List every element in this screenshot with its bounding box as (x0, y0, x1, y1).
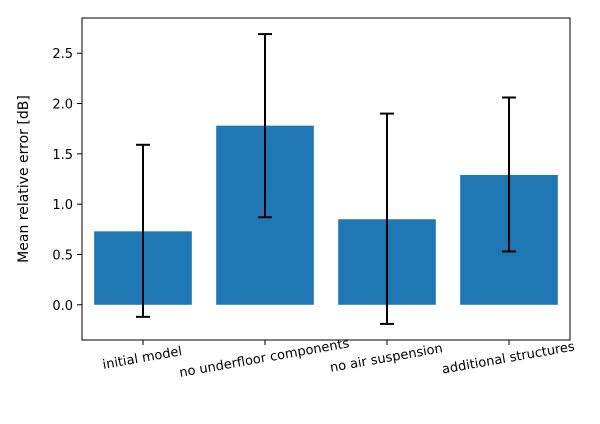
y-tick-label-4: 2.0 (52, 98, 73, 113)
x-tick-label-1: no underfloor components (178, 336, 350, 381)
y-tick-label-2: 1.0 (52, 198, 73, 213)
x-tick-label-0: initial model (102, 344, 184, 373)
plot-frame (81, 17, 571, 341)
error-bar-3 (380, 112, 394, 325)
y-tick-label-3: 1.5 (52, 148, 73, 163)
error-bars-layer (136, 33, 516, 325)
error-bar-4 (502, 96, 516, 253)
y-axis: 0.0 0.5 1.0 1.5 2.0 2.5 (52, 47, 82, 314)
error-bar-1 (136, 143, 150, 318)
bars-layer (94, 125, 558, 305)
y-tick-label-0: 0.0 (52, 299, 73, 314)
x-tick-label-3: additional structures (441, 339, 576, 377)
y-axis-label: Mean relative error [dB] (16, 95, 32, 263)
y-tick-label-5: 2.5 (52, 47, 73, 62)
error-bar-2 (258, 33, 272, 219)
y-tick-label-1: 0.5 (52, 248, 73, 263)
